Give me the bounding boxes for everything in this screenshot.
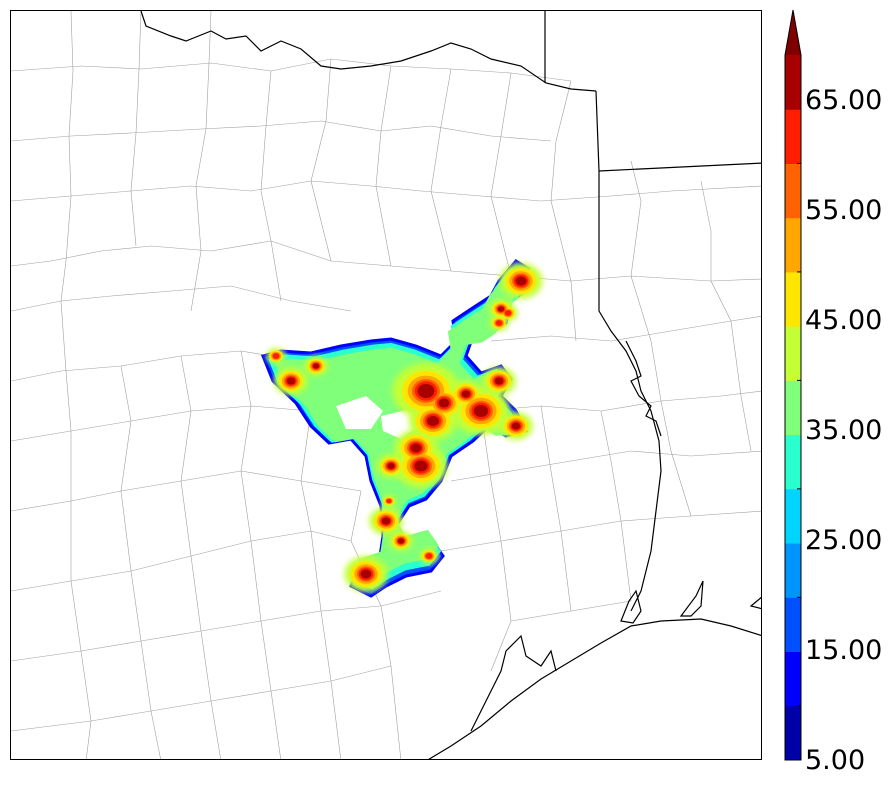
map-canvas (11, 11, 761, 759)
precip-cell-65 (381, 517, 391, 525)
colorbar-label-45: 45.00 (805, 305, 883, 336)
colorbar-swatch (785, 543, 801, 598)
colorbar-label-5: 5.00 (805, 745, 866, 776)
precip-gap (336, 396, 419, 439)
precip-cell-60 (386, 498, 392, 504)
precip-cell-65 (438, 398, 450, 408)
colorbar-swatch (785, 380, 801, 436)
colorbar-label-15: 15.00 (805, 635, 883, 666)
precip-cell-65 (286, 377, 296, 385)
state-boundaries (140, 11, 761, 759)
colorbar-swatch (785, 109, 801, 164)
colorbar-swatch (785, 163, 801, 219)
precipitation-field (260, 259, 543, 598)
precip-cell-65 (511, 422, 521, 430)
precip-cell-60 (495, 320, 503, 326)
colorbar-swatch (785, 651, 801, 707)
colorbar-swatch (785, 55, 801, 110)
precip-cell-65 (461, 390, 471, 398)
precip-cell-65 (417, 384, 435, 398)
colorbar-swatch (785, 434, 801, 490)
colorbar-outline (784, 9, 802, 761)
colorbar-swatch (785, 326, 801, 381)
colorbar-swatch (785, 271, 801, 327)
colorbar-swatches (784, 9, 802, 761)
colorbar-swatch (785, 597, 801, 653)
colorbar-label-55: 55.00 (805, 195, 883, 226)
precip-cell-65 (515, 276, 527, 286)
colorbar-label-25: 25.00 (805, 525, 883, 556)
precip-cell-65 (414, 460, 428, 472)
precipitation-map (10, 10, 762, 760)
colorbar-swatch (785, 488, 801, 544)
colorbar-swatch (785, 705, 801, 761)
colorbar-label-65: 65.00 (805, 85, 883, 116)
precip-cell-60 (504, 310, 512, 316)
precip-cell-65 (427, 416, 439, 426)
precip-cell-60 (272, 353, 280, 359)
colorbar (784, 9, 802, 761)
precip-cell-65 (398, 538, 404, 544)
colorbar-extend-arrow (785, 10, 801, 55)
county-boundaries (11, 11, 761, 759)
colorbar-label-35: 35.00 (805, 415, 883, 446)
precip-cell-65 (387, 463, 395, 469)
precip-cell-65 (494, 377, 504, 385)
precip-cell-65 (410, 443, 422, 453)
precip-cell-65 (360, 569, 372, 579)
precip-cell-65 (498, 306, 504, 312)
precip-cell-60 (425, 553, 433, 559)
precip-cell-65 (473, 405, 489, 417)
precip-cell-65 (313, 363, 319, 369)
colorbar-swatch (785, 217, 801, 273)
